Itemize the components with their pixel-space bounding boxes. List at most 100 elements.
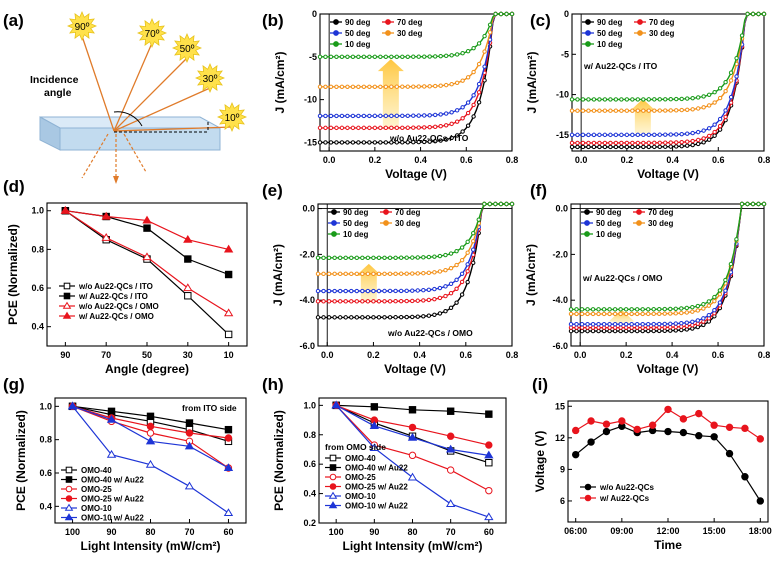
data-point (323, 84, 328, 89)
legend-label: 10 deg (597, 40, 622, 49)
data-point (485, 410, 493, 418)
data-point (356, 140, 361, 145)
data-point (629, 311, 634, 317)
data-point (372, 84, 378, 89)
data-point (465, 49, 471, 54)
data-point (184, 481, 195, 490)
data-point (612, 325, 618, 330)
data-point (361, 113, 367, 119)
data-point (337, 255, 343, 261)
data-point (382, 255, 387, 260)
data-point (415, 314, 420, 319)
data-point (652, 144, 657, 150)
data-point (459, 257, 465, 263)
data-point (728, 261, 734, 267)
legend-marker (333, 30, 339, 36)
ray-line (113, 87, 211, 132)
data-point (574, 307, 579, 312)
panel-label-d: (d) (3, 177, 25, 196)
data-point (446, 466, 455, 474)
data-point (387, 288, 393, 294)
data-point (634, 311, 640, 317)
data-point (597, 144, 602, 150)
data-point (389, 84, 394, 89)
data-point (504, 11, 509, 17)
data-point (579, 328, 585, 334)
data-point (652, 140, 657, 146)
data-point (635, 144, 641, 150)
data-point (498, 201, 504, 207)
data-point (315, 271, 321, 277)
x-tick-label: 60 (223, 527, 233, 537)
y-tick-label: 0.2 (303, 518, 316, 528)
trend-arrow (377, 59, 404, 130)
data-point (454, 80, 460, 86)
data-point (612, 307, 618, 312)
data-point (723, 79, 728, 85)
data-point (756, 11, 761, 17)
data-point (664, 405, 672, 414)
x-tick-label: 0.4 (666, 155, 679, 165)
data-point (415, 271, 420, 276)
data-point (734, 237, 739, 242)
data-point (60, 205, 71, 214)
sun-angle-label: 50º (180, 44, 195, 55)
data-point (382, 271, 387, 277)
data-point (323, 113, 328, 119)
data-point (454, 300, 459, 305)
data-point (701, 316, 706, 321)
data-point (585, 307, 590, 312)
data-point (350, 113, 356, 119)
data-point (405, 54, 410, 59)
data-point (652, 108, 657, 113)
y-tick-label: -5 (561, 49, 569, 59)
x-tick-label: 90 (107, 527, 117, 537)
data-point (321, 288, 326, 294)
data-point (339, 84, 345, 89)
data-point (590, 307, 596, 312)
data-point (668, 108, 673, 113)
data-point (339, 54, 345, 60)
data-point (224, 330, 233, 339)
y-tick-label: -4.0 (299, 295, 315, 305)
data-point (679, 324, 684, 329)
legend-label: w/o Au22-QCs (599, 483, 654, 492)
angle-arc (113, 111, 143, 127)
data-point (487, 22, 493, 28)
data-point (465, 123, 471, 128)
data-point (618, 417, 626, 425)
data-point (728, 78, 734, 83)
data-point (568, 307, 574, 312)
y-tick-label: 0.4 (303, 489, 316, 499)
data-point (339, 125, 345, 131)
data-point (183, 283, 193, 292)
y-tick-label: 0 (564, 9, 569, 19)
data-point (454, 119, 460, 124)
x-tick-label: 06:00 (564, 526, 587, 536)
data-point (685, 131, 690, 136)
legend-label: 70 deg (649, 18, 674, 27)
data-point (476, 81, 482, 87)
data-point (657, 108, 662, 113)
data-point (378, 113, 383, 119)
data-point (437, 269, 443, 274)
legend-label: OMO-25 (81, 485, 112, 494)
data-point (673, 311, 678, 316)
y-tick-label: 12 (555, 433, 565, 443)
data-point (624, 108, 630, 113)
data-point (723, 277, 728, 283)
data-point (679, 139, 684, 145)
data-point (323, 54, 328, 60)
data-point (389, 125, 394, 131)
data-point (635, 140, 641, 146)
panel-label-h: (h) (262, 375, 284, 394)
data-point (745, 201, 750, 207)
data-point (437, 311, 443, 316)
x-tick-label: 100 (329, 527, 344, 537)
data-point (449, 135, 454, 141)
y-tick-label: 1.0 (31, 206, 44, 216)
data-point (657, 140, 662, 146)
data-point (224, 270, 233, 279)
data-point (343, 255, 348, 261)
data-point (332, 271, 337, 277)
